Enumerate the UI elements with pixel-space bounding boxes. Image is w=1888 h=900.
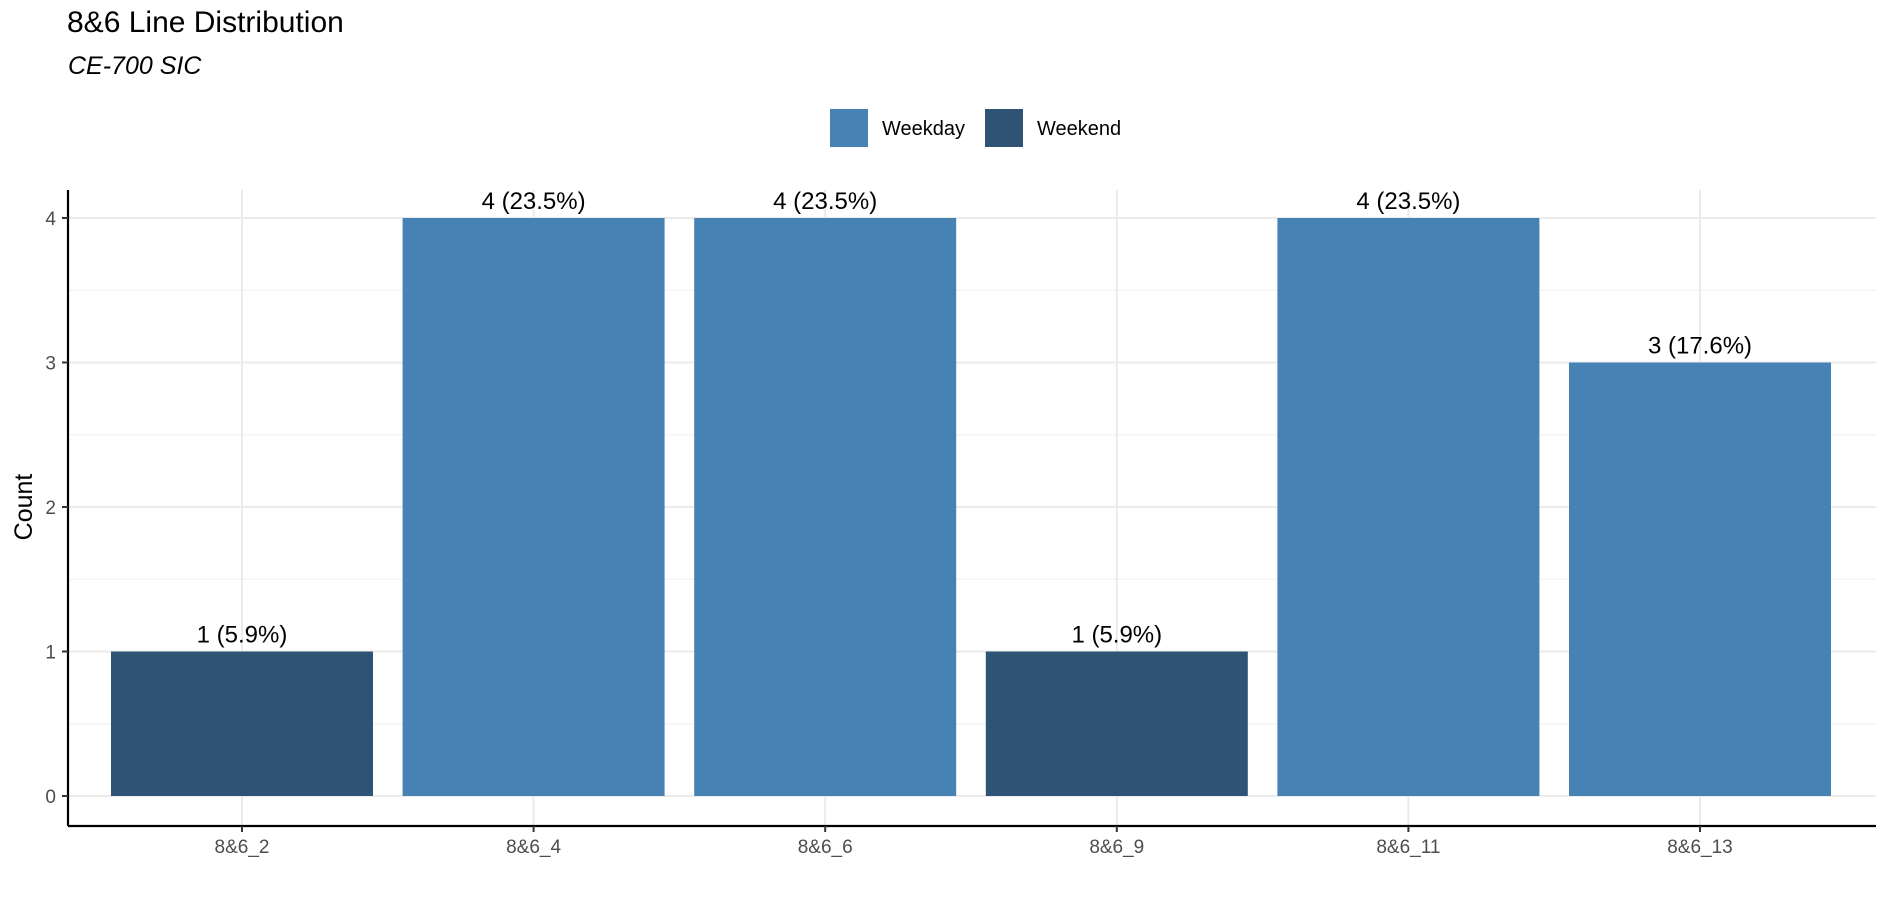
bar-data-label: 4 (23.5%)	[773, 188, 877, 215]
bar-data-label: 4 (23.5%)	[482, 188, 586, 215]
x-tick-label: 8&6_6	[798, 837, 853, 858]
legend-label: Weekend	[1037, 118, 1121, 140]
x-tick-label: 8&6_11	[1376, 837, 1440, 858]
legend-item-weekday: Weekday	[830, 109, 965, 147]
legend-swatch	[830, 109, 868, 147]
legend-item-weekend: Weekend	[985, 109, 1121, 147]
y-tick-label: 1	[45, 643, 56, 664]
x-tick-label: 8&6_9	[1089, 837, 1144, 858]
bar-8&6_6	[694, 218, 957, 796]
legend: Weekday Weekend	[830, 109, 1121, 147]
bar-8&6_11	[1277, 218, 1540, 796]
bar-8&6_13	[1569, 362, 1831, 796]
bar-data-label: 1 (5.9%)	[197, 622, 288, 649]
y-tick-label: 0	[45, 787, 56, 808]
bar-labels: 1 (5.9%) 4 (23.5%) 4 (23.5%) 1 (5.9%) 4 (23.…	[197, 188, 1752, 649]
y-tick-label: 3	[45, 354, 56, 375]
y-tick-label: 4	[45, 209, 56, 230]
legend-label: Weekday	[882, 118, 965, 140]
x-tick-label: 8&6_13	[1667, 837, 1733, 858]
bar-data-label: 3 (17.6%)	[1648, 333, 1752, 360]
x-tick-label: 8&6_4	[506, 837, 561, 858]
bar-data-label: 4 (23.5%)	[1356, 188, 1460, 215]
bar-8&6_2	[111, 651, 373, 796]
legend-swatch	[985, 109, 1023, 147]
y-tick-label: 2	[45, 498, 56, 519]
bar-8&6_9	[985, 651, 1248, 796]
axes: 0 1 2 3 4 8&6_2 8&6_4 8&6_6 8&6_9 8&6_11 8&6_13	[45, 190, 1876, 858]
chart-title: 8&6 Line Distribution	[67, 6, 344, 39]
bar-data-label: 1 (5.9%)	[1071, 622, 1162, 649]
bar-8&6_4	[402, 218, 665, 796]
y-axis-title: Count	[10, 474, 38, 541]
chart-subtitle: CE-700 SIC	[68, 52, 202, 80]
bars	[111, 218, 1831, 796]
x-tick-label: 8&6_2	[215, 837, 270, 858]
